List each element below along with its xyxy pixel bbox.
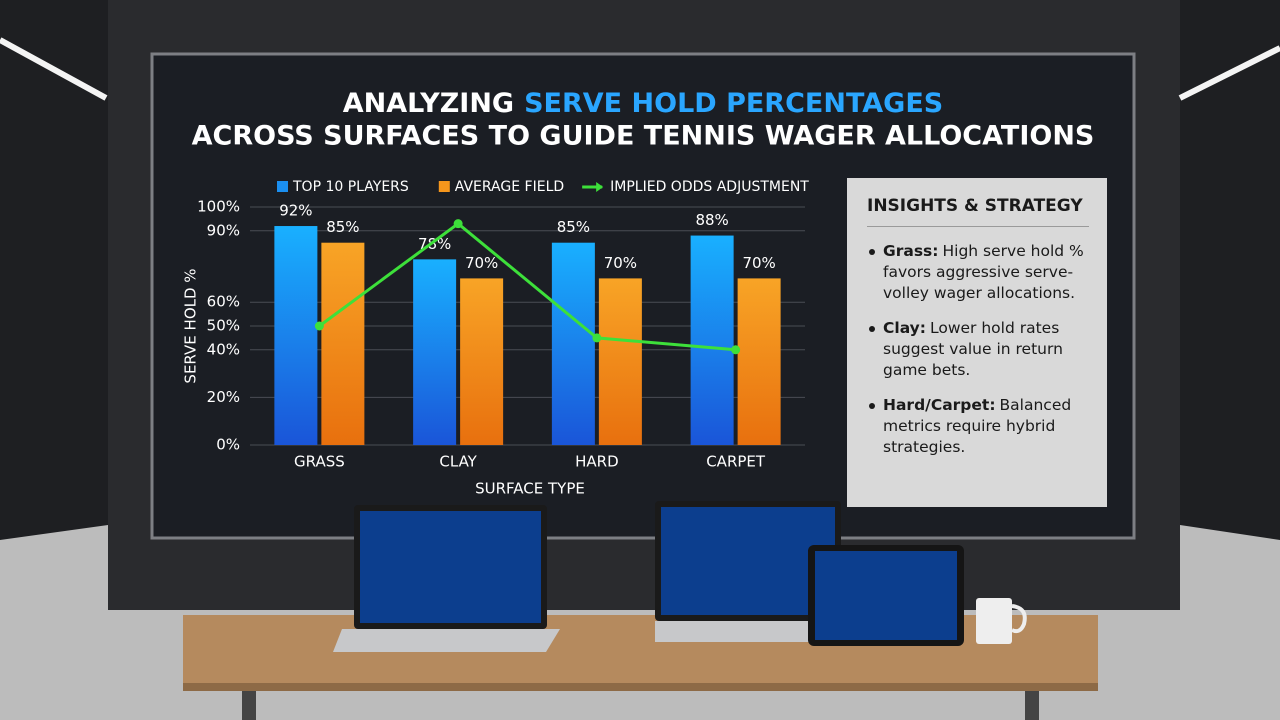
insight-item: Hard/Carpet: Balanced metrics require hyb… — [867, 395, 1089, 458]
chart-title: ACROSS SURFACES TO GUIDE TENNIS WAGER AL… — [192, 121, 1095, 152]
desk-leg — [1025, 691, 1039, 720]
insight-item: Clay: Lower hold rates suggest value in r… — [867, 318, 1089, 381]
bar — [274, 226, 318, 445]
insights-list: Grass: High serve hold % favors aggressiv… — [867, 241, 1089, 458]
y-tick-label: 60% — [207, 293, 240, 311]
laptop-base — [333, 629, 560, 652]
ceiling-light — [0, 37, 108, 101]
laptop-display — [360, 511, 541, 623]
line-point — [314, 321, 324, 331]
bar — [413, 259, 457, 445]
y-tick-label: 20% — [207, 388, 240, 406]
desk-leg — [242, 691, 256, 720]
title-lead: ANALYZING — [343, 88, 514, 119]
data-label: 70% — [465, 254, 498, 272]
line-point — [731, 345, 741, 355]
bar — [598, 278, 642, 445]
y-tick-label: 100% — [197, 198, 240, 216]
y-tick-label: 50% — [207, 317, 240, 335]
insight-text: High serve hold % favors aggressive serv… — [883, 242, 1084, 302]
data-label: 70% — [742, 254, 775, 272]
data-label: 88% — [695, 211, 728, 229]
data-label: 85% — [326, 218, 359, 236]
x-tick-label: GRASS — [294, 453, 345, 471]
bar — [551, 242, 595, 445]
y-tick-label: 90% — [207, 221, 240, 239]
x-tick-label: CARPET — [706, 453, 766, 471]
line-point — [592, 333, 602, 343]
x-axis-label: SURFACE TYPE — [475, 480, 585, 498]
insight-item: Grass: High serve hold % favors aggressiv… — [867, 241, 1089, 304]
bar — [737, 278, 781, 445]
bar — [321, 242, 365, 445]
insight-text: Lower hold rates suggest value in return… — [883, 319, 1063, 379]
line — [318, 221, 736, 352]
x-tick-label: CLAY — [439, 453, 477, 471]
legend-swatch — [277, 181, 288, 192]
mug-handle — [1011, 604, 1027, 634]
y-tick-label: 40% — [207, 340, 240, 358]
y-tick-label: 0% — [216, 436, 240, 454]
insight-label: Grass: — [883, 242, 939, 260]
insight-label: Hard/Carpet: — [883, 396, 996, 414]
bar — [690, 235, 734, 445]
mug — [976, 598, 1012, 644]
legend-swatch — [438, 181, 450, 192]
legend-label: AVERAGE FIELD — [455, 179, 564, 195]
legend-label: IMPLIED ODDS ADJUSTMENT — [610, 179, 809, 195]
data-label: 70% — [604, 254, 637, 272]
laptop-display — [661, 507, 835, 615]
tablet-display — [815, 551, 957, 640]
insight-text: Balanced metrics require hybrid strategi… — [883, 396, 1072, 456]
x-tick-label: HARD — [575, 453, 619, 471]
insight-label: Clay: — [883, 319, 926, 337]
laptop-base — [655, 621, 850, 642]
chart-title: ANALYZING SERVE HOLD PERCENTAGES — [343, 88, 943, 119]
bar — [460, 278, 504, 445]
legend-swatch — [596, 182, 604, 192]
insights-panel: INSIGHTS & STRATEGY Grass: High serve hol… — [847, 178, 1107, 507]
ceiling-light — [1178, 45, 1280, 101]
title-highlight: SERVE HOLD PERCENTAGES — [524, 88, 943, 119]
data-label: 85% — [557, 218, 590, 236]
legend-label: TOP 10 PLAYERS — [292, 179, 409, 195]
y-axis-label: SERVE HOLD % — [182, 268, 200, 383]
line-point — [453, 219, 463, 229]
desk-edge — [183, 683, 1098, 691]
data-label: 92% — [279, 202, 312, 220]
insights-heading: INSIGHTS & STRATEGY — [867, 196, 1089, 227]
